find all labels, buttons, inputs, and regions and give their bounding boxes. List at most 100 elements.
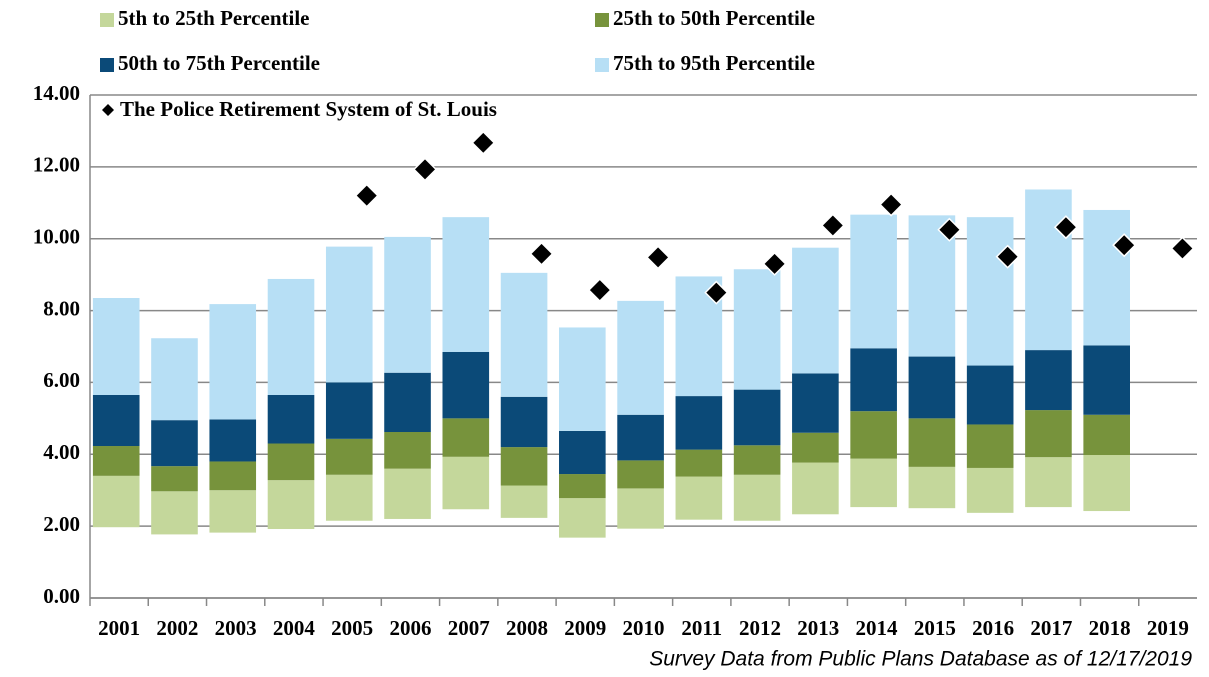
bar-segment — [442, 418, 490, 457]
bar-segment — [151, 466, 198, 492]
bar-segment — [559, 430, 606, 475]
x-tick-label: 2004 — [273, 616, 316, 640]
x-tick-label: 2008 — [506, 616, 548, 640]
bar-segment — [267, 480, 315, 530]
y-tick-label: 6.00 — [43, 368, 80, 392]
bar-segment — [151, 338, 198, 421]
bar-segment — [325, 382, 373, 439]
x-tick-label: 2015 — [914, 616, 956, 640]
point — [704, 280, 729, 305]
legend-label: 25th to 50th Percentile — [613, 6, 815, 30]
y-tick-label: 12.00 — [33, 153, 80, 177]
point — [412, 157, 438, 182]
bar-segment — [966, 217, 1014, 366]
bar-segment — [1025, 457, 1072, 508]
bar-segment — [325, 246, 373, 383]
bar-segment — [675, 396, 723, 450]
bar-segment — [850, 458, 897, 508]
x-tick-label: 2019 — [1147, 616, 1189, 640]
legend-swatch — [100, 13, 114, 27]
x-tick-label: 2010 — [623, 616, 665, 640]
y-tick-label: 10.00 — [33, 225, 80, 249]
bar-segment — [384, 236, 431, 373]
bar-segment — [966, 365, 1014, 425]
x-tick-label: 2009 — [564, 616, 606, 640]
bar-segment — [1083, 345, 1130, 415]
point — [1053, 215, 1078, 240]
bar-segment — [267, 395, 315, 444]
bar-segment — [966, 424, 1014, 468]
point — [587, 278, 612, 303]
y-tick-label: 0.00 — [43, 584, 80, 608]
x-tick-label: 2005 — [331, 616, 373, 640]
bar-segment — [1083, 455, 1130, 512]
bar-segment — [384, 468, 431, 519]
point — [820, 213, 845, 238]
bar-segment — [267, 443, 315, 481]
bar-segment — [617, 488, 664, 529]
y-tick-label: 14.00 — [33, 81, 80, 105]
bar-segment — [733, 389, 781, 446]
x-tick-label: 2017 — [1030, 616, 1072, 640]
x-tick-label: 2016 — [972, 616, 1014, 640]
bar-segment — [617, 460, 664, 489]
point — [471, 130, 496, 155]
bar-segment — [675, 449, 723, 477]
bar-segment — [617, 414, 664, 461]
point — [879, 192, 904, 217]
bar-segment — [500, 485, 548, 518]
bar-segment — [384, 372, 431, 433]
bar-segment — [500, 396, 548, 448]
legend-swatch — [595, 58, 609, 72]
bar-segment — [325, 438, 373, 475]
bar-segment — [209, 461, 257, 491]
bar-segment — [151, 420, 198, 467]
y-tick-label: 4.00 — [43, 440, 80, 464]
x-tick-label: 2013 — [797, 616, 839, 640]
bar-segment — [617, 300, 664, 415]
bar-segment — [850, 411, 897, 459]
bar-segment — [792, 432, 839, 463]
x-tick-label: 2007 — [448, 616, 490, 640]
bar-segment — [1083, 209, 1130, 346]
bar-segment — [792, 247, 839, 374]
bar-segment — [92, 475, 140, 528]
x-tick-label: 2006 — [389, 616, 431, 640]
bar-segment — [1083, 414, 1130, 456]
x-tick-label: 2012 — [739, 616, 781, 640]
bar-segment — [908, 418, 956, 467]
bar-segment — [209, 490, 257, 533]
bar-segment — [267, 278, 315, 396]
y-tick-label: 2.00 — [43, 512, 80, 536]
bar-segment — [1025, 189, 1072, 351]
bar-segment — [209, 304, 257, 420]
bar-segment — [792, 373, 839, 433]
x-tick-label: 2002 — [156, 616, 198, 640]
point — [1170, 236, 1195, 261]
bar-segment — [850, 348, 897, 412]
y-tick-label: 8.00 — [43, 296, 80, 320]
point — [1112, 233, 1137, 258]
bar-segment — [92, 297, 140, 396]
bar-segment — [733, 445, 781, 475]
point — [937, 217, 962, 242]
bar-segment — [1025, 410, 1072, 458]
point — [762, 251, 787, 276]
bar-segment — [442, 351, 490, 419]
bar-segment — [908, 356, 956, 419]
legend-label: 75th to 95th Percentile — [613, 51, 815, 75]
x-tick-label: 2018 — [1089, 616, 1131, 640]
bar-segment — [675, 476, 723, 520]
x-tick-label: 2011 — [681, 616, 722, 640]
x-tick-label: 2014 — [856, 616, 899, 640]
bar-segment — [209, 419, 257, 462]
legend-swatch — [100, 58, 114, 72]
point — [354, 183, 379, 208]
bar-segment — [384, 432, 431, 469]
bar-segment — [966, 467, 1014, 513]
annotation: Survey Data from Public Plans Database a… — [649, 648, 1192, 671]
legend-label: The Police Retirement System of St. Loui… — [120, 97, 497, 121]
bar-segment — [733, 474, 781, 521]
bar-segment — [850, 214, 897, 349]
